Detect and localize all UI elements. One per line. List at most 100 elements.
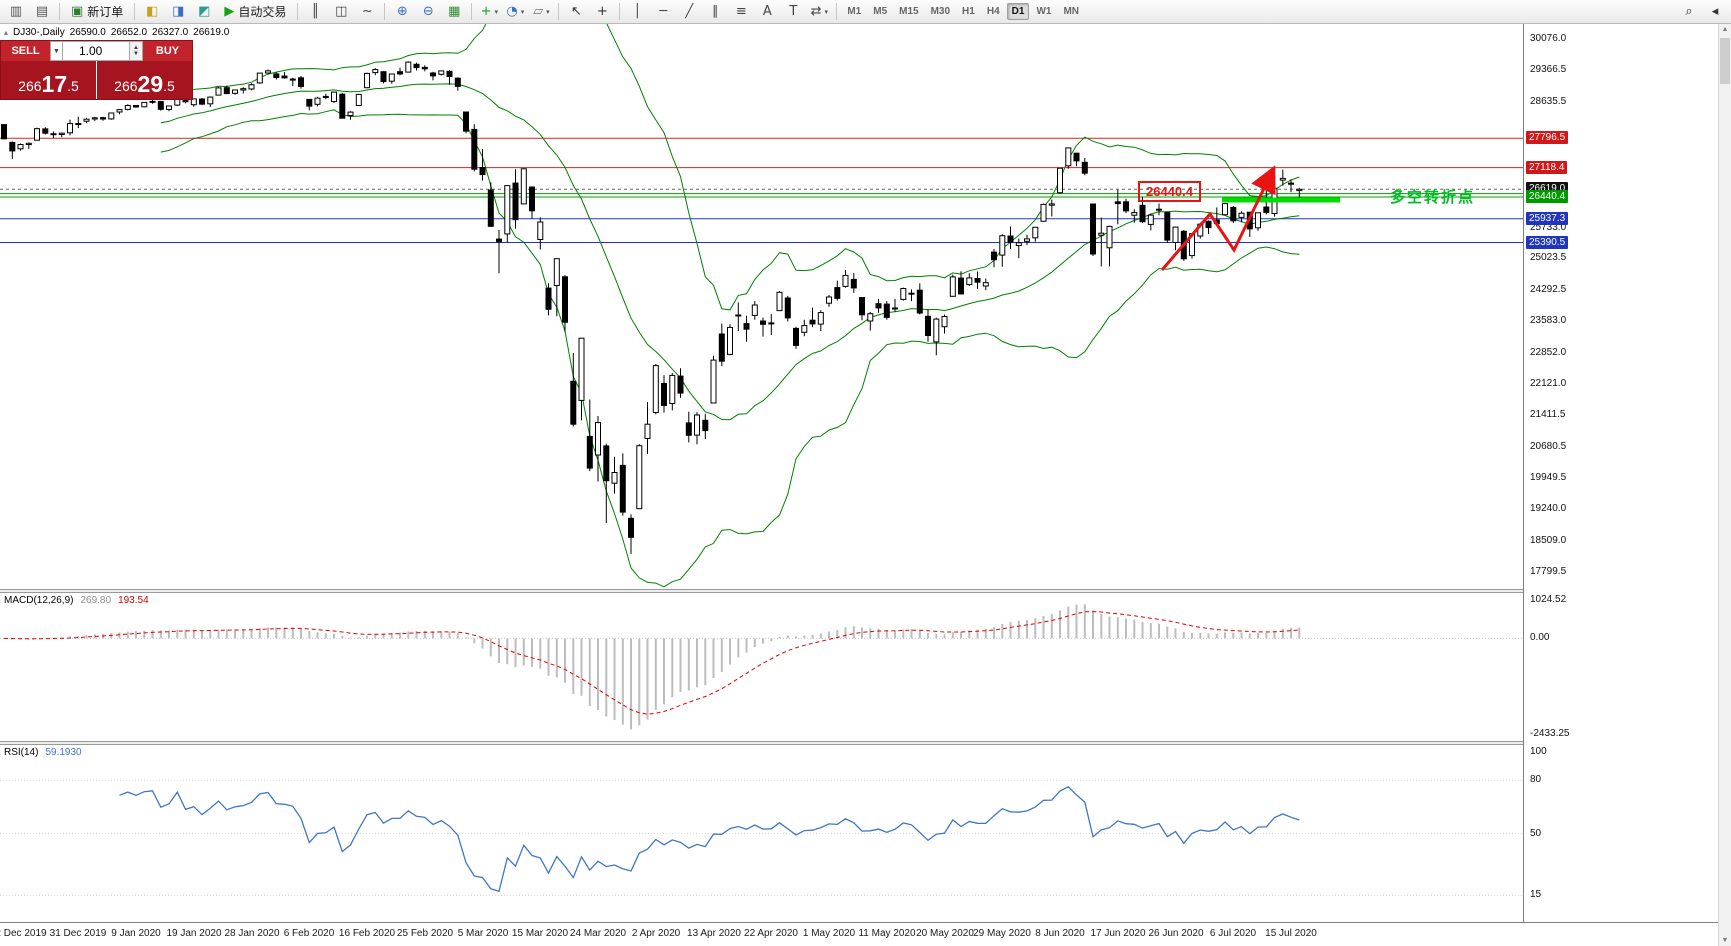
- chevron-down-icon: ▾: [824, 7, 829, 16]
- rsi-axis-tick: 50: [1530, 828, 1542, 839]
- scroll-up-icon[interactable]: ▲: [1721, 26, 1729, 33]
- zoom-in-button[interactable]: ⊕: [390, 1, 414, 23]
- buy-price-pips: 29: [137, 71, 164, 97]
- price-level-callout[interactable]: 26440.4: [1138, 181, 1201, 202]
- sell-button[interactable]: SELL: [1, 41, 50, 61]
- trendline-button[interactable]: ╱: [677, 1, 701, 23]
- turning-point-note[interactable]: 多空转折点: [1390, 189, 1476, 206]
- timeframe-d1[interactable]: D1: [1006, 3, 1030, 20]
- price-tick: 25023.5: [1530, 252, 1567, 263]
- chevron-down-icon: ▾: [494, 7, 499, 16]
- price-badge: 25937.3: [1526, 212, 1569, 225]
- data-window-button[interactable]: ◨: [166, 1, 190, 23]
- one-click-collapse-button[interactable]: ▴: [4, 28, 9, 37]
- fibonacci-button[interactable]: ≡: [729, 1, 753, 23]
- time-label: 24 Mar 2020: [569, 928, 627, 939]
- zoom-out-button[interactable]: ⊖: [416, 1, 440, 23]
- time-label: 19 Jan 2020: [166, 928, 222, 939]
- cursor-button[interactable]: ↖: [564, 1, 588, 23]
- price-tick: 29366.5: [1530, 64, 1567, 75]
- toolbar-separator: [59, 3, 60, 20]
- sell-price[interactable]: 266 17 .5: [1, 61, 96, 99]
- chart-annotations[interactable]: [1160, 165, 1340, 271]
- pane-divider-rsi[interactable]: [0, 741, 1718, 745]
- bar-chart-button[interactable]: ║: [303, 1, 327, 23]
- scrollbar-thumb[interactable]: [1720, 38, 1730, 84]
- zigzag-arrow[interactable]: [1160, 165, 1276, 271]
- market-watch-icon: ◧: [146, 4, 159, 19]
- macd-name: MACD(12,26,9): [4, 595, 74, 606]
- new-order-button[interactable]: ▣ 新订单: [65, 1, 129, 23]
- time-label: 1 May 2020: [802, 928, 856, 939]
- search-button[interactable]: ⌕: [1677, 1, 1701, 23]
- price-chart[interactable]: [0, 24, 1523, 589]
- price-tick: 17799.5: [1530, 566, 1567, 577]
- order-type-dropdown[interactable]: ▼: [50, 41, 63, 61]
- arrows-icon: ⇄: [810, 4, 822, 19]
- rsi-axis-tick: 15: [1530, 889, 1542, 900]
- pane-divider-macd[interactable]: [0, 589, 1718, 593]
- tile-windows-button[interactable]: ▦: [442, 1, 466, 23]
- volume-input[interactable]: 1.00: [63, 41, 130, 61]
- sell-price-pips: 17: [41, 71, 68, 97]
- search-icon: ⌕: [1685, 4, 1693, 19]
- toolbar-separator: [836, 3, 838, 20]
- vertical-line-button[interactable]: │: [625, 1, 649, 23]
- chevron-down-icon: ▼: [53, 47, 60, 55]
- rsi-axis-tick: 100: [1530, 746, 1547, 757]
- price-tick: 30076.0: [1530, 33, 1567, 44]
- macd-axis-tick: 0.00: [1530, 632, 1550, 643]
- horizontal-line-button[interactable]: ─: [651, 1, 675, 23]
- rsi-pane[interactable]: [0, 745, 1523, 922]
- line-chart-button[interactable]: ~: [355, 1, 379, 23]
- timeframe-h4[interactable]: H4: [986, 6, 1000, 17]
- time-axis[interactable]: 2 Dec 2019 31 Dec 2019 9 Jan 2020 19 Jan 20…: [0, 922, 1718, 946]
- price-badge: 25390.5: [1526, 236, 1569, 249]
- price-axis[interactable]: 30076.0 29366.5 28635.5 25733.0 25023.5 24292…: [1523, 24, 1718, 922]
- periods-icon: ◔: [506, 4, 518, 19]
- crosshair-button[interactable]: +: [590, 1, 614, 23]
- timeframe-mn[interactable]: MN: [1063, 6, 1079, 17]
- macd-pane[interactable]: [0, 593, 1523, 741]
- scroll-down-icon[interactable]: ▼: [1721, 937, 1729, 944]
- timeframe-h1[interactable]: H1: [962, 6, 975, 17]
- time-label: 9 Jan 2020: [111, 928, 161, 939]
- new-chart-button[interactable]: ▥: [4, 1, 28, 23]
- timeframe-m5[interactable]: M5: [873, 6, 888, 17]
- arrows-button[interactable]: ⇄ ▾: [807, 1, 831, 23]
- profiles-button[interactable]: ▤: [30, 1, 54, 23]
- buy-price[interactable]: 266 29 .5: [97, 61, 192, 99]
- volume-stepper[interactable]: ▲ ▼: [130, 41, 143, 61]
- indicators-icon: +: [480, 4, 492, 19]
- market-watch-button[interactable]: ◧: [140, 1, 164, 23]
- bar-chart-icon: ║: [311, 4, 320, 19]
- vertical-scrollbar[interactable]: ▲ ▼: [1718, 24, 1731, 946]
- candlestick-chart-button[interactable]: ◫: [329, 1, 353, 23]
- label-button[interactable]: T: [781, 1, 805, 23]
- templates-button[interactable]: ▱ ▾: [529, 1, 553, 23]
- toolbar-options-button[interactable]: ◂: [1703, 1, 1727, 23]
- macd-signal-value: 193.54: [118, 595, 149, 606]
- timeframe-m15[interactable]: M15: [899, 6, 919, 17]
- timeframe-m30[interactable]: M30: [930, 6, 951, 17]
- indicators-button[interactable]: + ▾: [477, 1, 501, 23]
- horizontal-lines[interactable]: [0, 137, 1523, 243]
- toolbar-right: ⌕ ◂: [1676, 1, 1728, 23]
- text-button[interactable]: A: [755, 1, 779, 23]
- autotrading-button[interactable]: ▶ 自动交易: [218, 1, 292, 23]
- candles: [1, 61, 1303, 554]
- time-label: 16 Feb 2020: [338, 928, 396, 939]
- time-label: 22 Apr 2020: [744, 928, 798, 939]
- time-label: 26 Jun 2020: [1148, 928, 1204, 939]
- timeframe-m1[interactable]: M1: [847, 6, 862, 17]
- chart-window[interactable]: 30076.0 29366.5 28635.5 25733.0 25023.5 24292…: [0, 24, 1718, 946]
- ohlc-low: 26327.0: [152, 27, 189, 38]
- price-tick: 19240.0: [1530, 503, 1567, 514]
- navigator-button[interactable]: ◩: [192, 1, 216, 23]
- periods-button[interactable]: ◔ ▾: [503, 1, 527, 23]
- templates-icon: ▱: [533, 4, 544, 19]
- buy-button[interactable]: BUY: [143, 41, 192, 61]
- equidistant-channel-button[interactable]: ∥: [703, 1, 727, 23]
- timeframe-w1[interactable]: W1: [1036, 6, 1052, 17]
- price-tick: 20680.5: [1530, 441, 1567, 452]
